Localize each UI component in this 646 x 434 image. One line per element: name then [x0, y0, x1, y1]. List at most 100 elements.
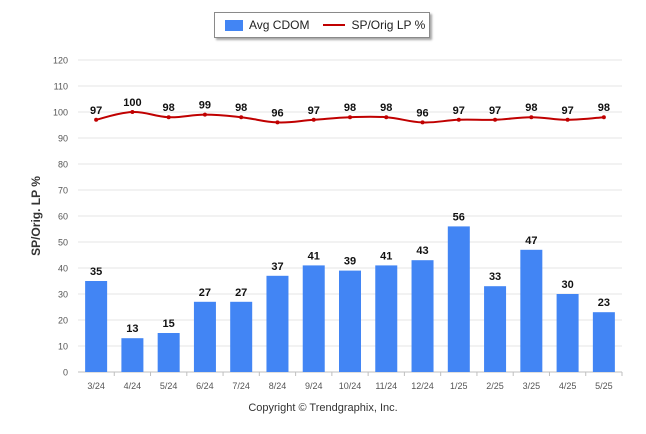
x-tick-label: 8/24 — [269, 381, 287, 391]
line-point — [130, 110, 135, 114]
bar-data-label: 41 — [308, 250, 320, 262]
line-data-label: 98 — [235, 102, 247, 114]
line-data-label: 100 — [123, 97, 141, 109]
line-data-label: 98 — [163, 102, 175, 114]
line-data-label: 97 — [90, 105, 102, 117]
y-tick-label: 40 — [58, 264, 68, 274]
bar-data-label: 13 — [126, 323, 138, 335]
y-tick-label: 100 — [53, 108, 68, 118]
bar — [411, 260, 434, 372]
line-data-label: 97 — [561, 105, 573, 117]
bar-data-label: 27 — [235, 287, 247, 299]
bar-data-label: 39 — [344, 256, 356, 268]
legend-item-avg-cdom[interactable]: Avg CDOM — [215, 18, 309, 32]
legend-label-sp-orig-lp: SP/Orig LP % — [351, 18, 426, 32]
bar-data-labels: 35 13 15 27 27 37 41 39 41 43 56 33 47 30 23 — [90, 211, 610, 335]
bar-data-label: 27 — [199, 287, 211, 299]
y-tick-label: 70 — [58, 186, 68, 196]
line-point — [202, 112, 207, 117]
y-tick-label: 20 — [58, 316, 68, 326]
bar-data-label: 33 — [489, 271, 501, 283]
line-data-label: 96 — [416, 107, 428, 119]
bar — [121, 338, 144, 372]
line-data-label: 98 — [344, 102, 356, 114]
bar — [375, 265, 398, 372]
x-tick-label: 11/24 — [375, 381, 397, 391]
line-data-label: 98 — [380, 102, 392, 114]
bar — [520, 249, 543, 372]
line-data-label: 97 — [489, 105, 501, 117]
bar — [447, 226, 470, 372]
line-point — [493, 117, 498, 122]
line-point — [565, 117, 570, 122]
bar-data-label: 15 — [163, 318, 175, 330]
line-point — [239, 115, 244, 120]
bar-series-avg-cdom — [85, 226, 615, 372]
line-point — [601, 115, 606, 120]
line-data-label: 98 — [525, 102, 537, 114]
y-tick-label: 80 — [58, 160, 68, 170]
y-axis-title: SP/Orig. LP % — [29, 176, 43, 256]
x-tick-label: 3/25 — [523, 381, 541, 391]
y-tick-label: 110 — [54, 82, 68, 92]
bar — [556, 294, 579, 372]
line-data-labels: 97 100 98 99 98 96 97 98 98 96 97 97 98 97 98 — [90, 97, 610, 119]
line-point — [311, 117, 316, 122]
x-tick-label: 5/25 — [595, 381, 613, 391]
line-point — [348, 115, 352, 120]
x-tick-label: 3/24 — [87, 381, 105, 391]
x-tick-label: 4/25 — [559, 381, 577, 391]
y-axis-ticks: 0 10 20 30 40 50 60 70 80 90 100 110 120 — [53, 56, 68, 378]
line-point — [456, 117, 461, 122]
x-tick-label: 1/25 — [450, 381, 468, 391]
line-data-label: 96 — [271, 107, 283, 119]
x-tick-label: 5/24 — [160, 381, 178, 391]
chart-legend: Avg CDOM SP/Orig LP % — [214, 12, 430, 38]
y-tick-label: 120 — [53, 56, 68, 66]
legend-label-avg-cdom: Avg CDOM — [249, 18, 310, 32]
line-data-label: 97 — [308, 105, 320, 117]
bar — [266, 275, 289, 372]
bar-data-label: 37 — [271, 261, 283, 273]
bar — [339, 270, 361, 372]
line-series-sp-orig-lp — [94, 110, 606, 125]
y-tick-label: 10 — [58, 342, 68, 352]
gridlines — [78, 59, 622, 373]
bar-data-label: 47 — [525, 235, 537, 247]
x-axis-ticks: 3/24 4/24 5/24 6/24 7/24 8/24 9/24 10/24 11/24 12… — [87, 372, 623, 391]
x-tick-label: 7/24 — [232, 381, 250, 391]
bar — [193, 301, 216, 372]
bar — [592, 312, 615, 372]
legend-bar-swatch — [225, 19, 243, 31]
line-point — [94, 117, 99, 122]
bar — [302, 265, 325, 372]
x-tick-label: 10/24 — [339, 381, 362, 391]
line-point — [384, 115, 389, 120]
line-data-label: 97 — [453, 105, 465, 117]
x-tick-label: 6/24 — [196, 381, 214, 391]
x-tick-label: 2/25 — [486, 381, 504, 391]
line-point — [275, 120, 280, 125]
x-tick-label: 4/24 — [124, 381, 142, 391]
y-tick-label: 90 — [58, 134, 68, 144]
bar-data-label: 23 — [598, 297, 610, 309]
y-tick-label: 50 — [58, 238, 68, 248]
legend-line-swatch — [323, 24, 346, 26]
line-data-label: 99 — [199, 100, 211, 112]
line-point — [166, 115, 171, 120]
bar — [157, 333, 180, 372]
bar — [85, 281, 108, 372]
bar — [230, 301, 253, 372]
line-point — [529, 115, 534, 120]
bar — [484, 286, 507, 372]
x-tick-label: 12/24 — [411, 381, 434, 391]
bar-data-label: 30 — [561, 279, 573, 291]
y-tick-label: 60 — [58, 212, 68, 222]
x-tick-label: 9/24 — [305, 381, 323, 391]
bar-data-label: 41 — [380, 250, 392, 262]
line-point — [420, 120, 425, 125]
bar-data-label: 56 — [453, 211, 465, 223]
legend-item-sp-orig-lp[interactable]: SP/Orig LP % — [309, 18, 425, 32]
y-tick-label: 30 — [58, 290, 68, 300]
